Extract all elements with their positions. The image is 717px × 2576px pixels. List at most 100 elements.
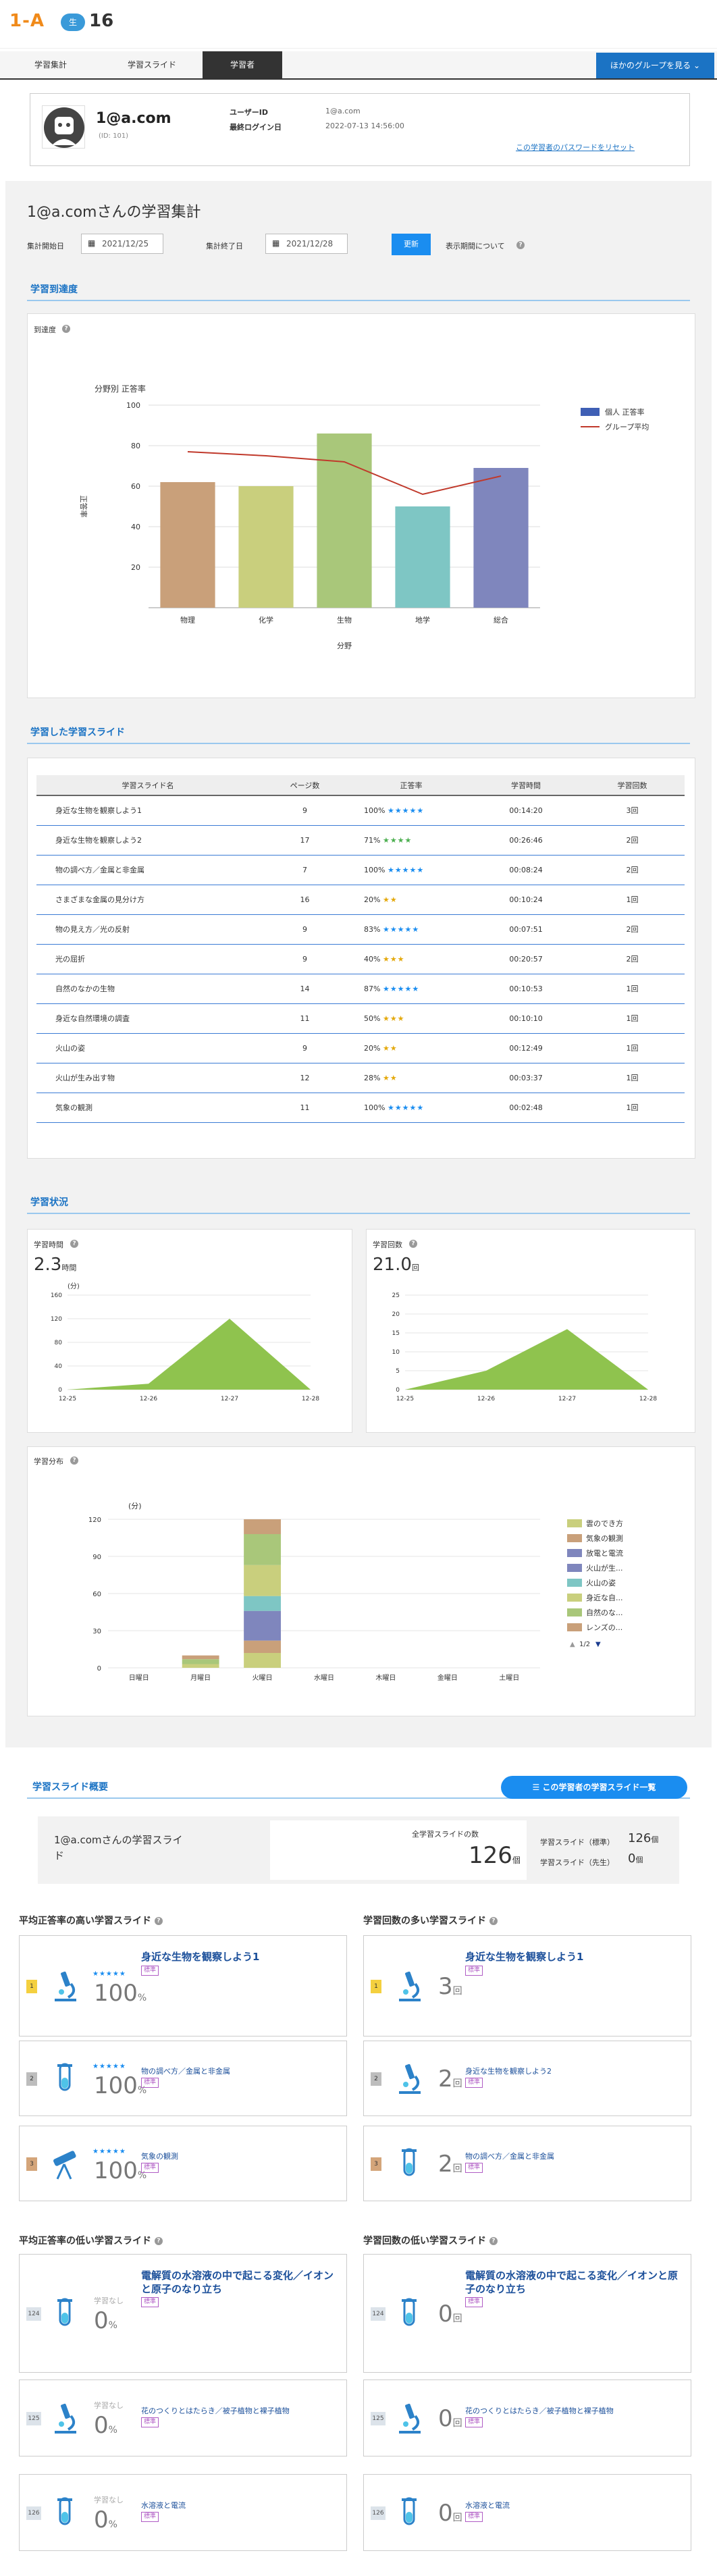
table-row[interactable]: 身近な生物を観察しよう1 9 100% ★★★★★ 00:14:20 3回: [36, 795, 685, 826]
flask-icon: [57, 2298, 72, 2326]
slide-time: 00:14:20: [472, 795, 580, 826]
rank-card[interactable]: 125 学習なし 0% 花のつくりとはたらき／被子植物と裸子植物 標準: [19, 2380, 347, 2456]
rating-stars: ★★: [382, 1043, 398, 1053]
profile-name: 1@a.com: [96, 110, 171, 127]
table-row[interactable]: 物の見え方／光の反射 9 83% ★★★★★ 00:07:51 2回: [36, 914, 685, 945]
count-chart: 0 5 10 15 20 25 12-25 12-26 12-27 12-28: [392, 1292, 658, 1402]
rank-card[interactable]: 126 学習なし 0% 水溶液と電流 標準: [19, 2474, 347, 2551]
slide-count: 1回: [580, 1093, 685, 1123]
table-row[interactable]: 身近な自然環境の調査 11 50% ★★★ 00:10:10 1回: [36, 1003, 685, 1034]
rank-card[interactable]: 124 学習なし 0% 電解質の水溶液の中で起こる変化／イオンと原子のなり立ち 標…: [19, 2254, 347, 2373]
rank-unit: 回: [452, 2418, 462, 2429]
slide-name: 火山の姿: [36, 1033, 259, 1063]
update-button[interactable]: 更新: [392, 234, 431, 255]
rank-card[interactable]: 2 2回 身近な生物を観察しよう2 標準: [363, 2041, 691, 2116]
rank-name-block: 気象の観測 標準: [141, 2152, 334, 2174]
slide-icon-wrap: [48, 2401, 83, 2438]
end-date-input[interactable]: 2021/12/28: [265, 234, 348, 254]
chart-title: 分野別 正答率: [95, 384, 146, 394]
help-icon[interactable]: ?: [154, 1917, 163, 1925]
no-learning-note: 学習なし: [94, 2496, 124, 2504]
help-icon[interactable]: ?: [70, 1456, 78, 1465]
rank-slide-name: 気象の観測: [141, 2152, 178, 2161]
x-tick-label: 12-25: [59, 1396, 76, 1402]
slide-rate-cell: 100% ★★★★★: [350, 1093, 472, 1123]
help-icon[interactable]: ?: [409, 1240, 417, 1248]
slide-rate: 20%: [364, 1043, 381, 1053]
microscope-icon: [399, 2064, 421, 2094]
slide-list-button[interactable]: ☰ この学習者の学習スライド一覧: [501, 1776, 687, 1799]
slide-count: 1回: [580, 974, 685, 1004]
legend-swatch: [567, 1564, 582, 1572]
legend-next-icon: ▼: [595, 1641, 601, 1648]
slide-pages: 11: [259, 1093, 350, 1123]
help-icon[interactable]: ?: [516, 241, 525, 249]
rank-card[interactable]: 126 0回 水溶液と電流 標準: [363, 2474, 691, 2551]
rank-number: 0: [438, 2500, 453, 2527]
help-icon[interactable]: ?: [489, 2237, 498, 2245]
distribution-chart: (分) 0 30 60 90 120 日曜日 月曜日 火曜日 水曜日 木曜日 金曜日 土曜日 雲のでき方気…: [88, 1502, 623, 1682]
table-row[interactable]: 物の調べ方／金属と非金属 7 100% ★★★★★ 00:08:24 2回: [36, 855, 685, 885]
rank-card[interactable]: 1 3回 身近な生物を観察しよう1 標準: [363, 1935, 691, 2036]
table-row[interactable]: 身近な生物を観察しよう2 17 71% ★★★★ 00:26:46 2回: [36, 825, 685, 856]
low-rate-title: 平均正答率の低い学習スライド ?: [19, 2234, 163, 2247]
rating-stars: ★★★★★: [387, 806, 425, 815]
table-row[interactable]: 気象の観測 11 100% ★★★★★ 00:02:48 1回: [36, 1093, 685, 1123]
table-row[interactable]: 火山の姿 9 20% ★★ 00:12:49 1回: [36, 1033, 685, 1063]
table-row[interactable]: 火山が生み出す物 12 28% ★★ 00:03:37 1回: [36, 1063, 685, 1093]
standard-tag: 標準: [465, 2417, 483, 2428]
summary-name: 1@a.comさんの学習スライド: [54, 1834, 183, 1862]
calendar-icon: ▦: [272, 238, 280, 248]
no-learning-note: 学習なし: [94, 2296, 124, 2305]
rank-medal: 1: [371, 1980, 381, 1993]
slide-time: 00:20:57: [472, 944, 580, 974]
reset-password-link[interactable]: この学習者のパスワードをリセット: [516, 143, 635, 152]
rank-card[interactable]: 3 2回 物の調べ方／金属と非金属 標準: [363, 2126, 691, 2201]
table-row[interactable]: 自然のなかの生物 14 87% ★★★★★ 00:10:53 1回: [36, 974, 685, 1004]
start-date-input[interactable]: 2021/12/25: [81, 234, 163, 254]
tab-slides[interactable]: 学習スライド: [127, 60, 176, 70]
slide-rate-cell: 87% ★★★★★: [350, 974, 472, 1004]
tab-learners[interactable]: 学習者: [203, 51, 282, 78]
user-icon: [44, 107, 84, 148]
rank-card[interactable]: 2 ★★★★★ 100% 物の調べ方／金属と非金属 標準: [19, 2041, 347, 2116]
rank-number: 0: [94, 2506, 109, 2533]
table-row[interactable]: 光の屈折 9 40% ★★★ 00:20:57 2回: [36, 944, 685, 974]
slide-icon-wrap: [392, 2147, 427, 2184]
rank-medal: 2: [371, 2072, 381, 2086]
tab-summary[interactable]: 学習集計: [34, 60, 67, 70]
slide-name: 光の屈折: [36, 944, 259, 974]
high-rate-title: 平均正答率の高い学習スライド ?: [19, 1914, 163, 1927]
slide-icon-wrap: [392, 2061, 427, 2099]
table-row[interactable]: さまざまな金属の見分け方 16 20% ★★ 00:10:24 1回: [36, 885, 685, 915]
y-tick-label: 120: [51, 1316, 62, 1323]
slide-count: 2回: [580, 944, 685, 974]
rank-number: 2: [438, 2151, 453, 2178]
x-tick-label: 12-27: [558, 1396, 576, 1402]
telescope-icon: [53, 2151, 76, 2180]
rank-card[interactable]: 3 ★★★★★ 100% 気象の観測 標準: [19, 2126, 347, 2201]
rank-card[interactable]: 1 ★★★★★ 100% 身近な生物を観察しよう1 標準: [19, 1935, 347, 2036]
x-tick-label: 生物: [337, 615, 352, 625]
slide-pages: 12: [259, 1063, 350, 1093]
rank-card[interactable]: 124 0回 電解質の水溶液の中で起こる変化／イオンと原子のなり立ち 標準: [363, 2254, 691, 2373]
bar: [317, 433, 372, 608]
help-icon[interactable]: ?: [62, 325, 70, 333]
slide-rate-cell: 71% ★★★★: [350, 825, 472, 856]
area-series: [405, 1329, 648, 1390]
y-tick-label: 80: [55, 1340, 63, 1346]
time-value: 2.3時間: [34, 1255, 76, 1275]
help-icon[interactable]: ?: [154, 2237, 163, 2245]
rank-name-block: 水溶液と電流 標準: [141, 2501, 334, 2523]
high-rate-title-text: 平均正答率の高い学習スライド: [19, 1916, 151, 1926]
slide-time: 00:12:49: [472, 1033, 580, 1063]
rank-unit: %: [108, 2425, 117, 2436]
flask-icon: [57, 2063, 72, 2091]
stack-segment: [182, 1659, 219, 1664]
legend-label: 気象の観測: [586, 1533, 623, 1543]
rank-card[interactable]: 125 0回 花のつくりとはたらき／被子植物と裸子植物 標準: [363, 2380, 691, 2456]
y-tick-label: 25: [392, 1292, 400, 1299]
help-icon[interactable]: ?: [489, 1917, 498, 1925]
help-icon[interactable]: ?: [70, 1240, 78, 1248]
other-group-button[interactable]: ほかのグループを見る ⌄: [596, 53, 714, 78]
